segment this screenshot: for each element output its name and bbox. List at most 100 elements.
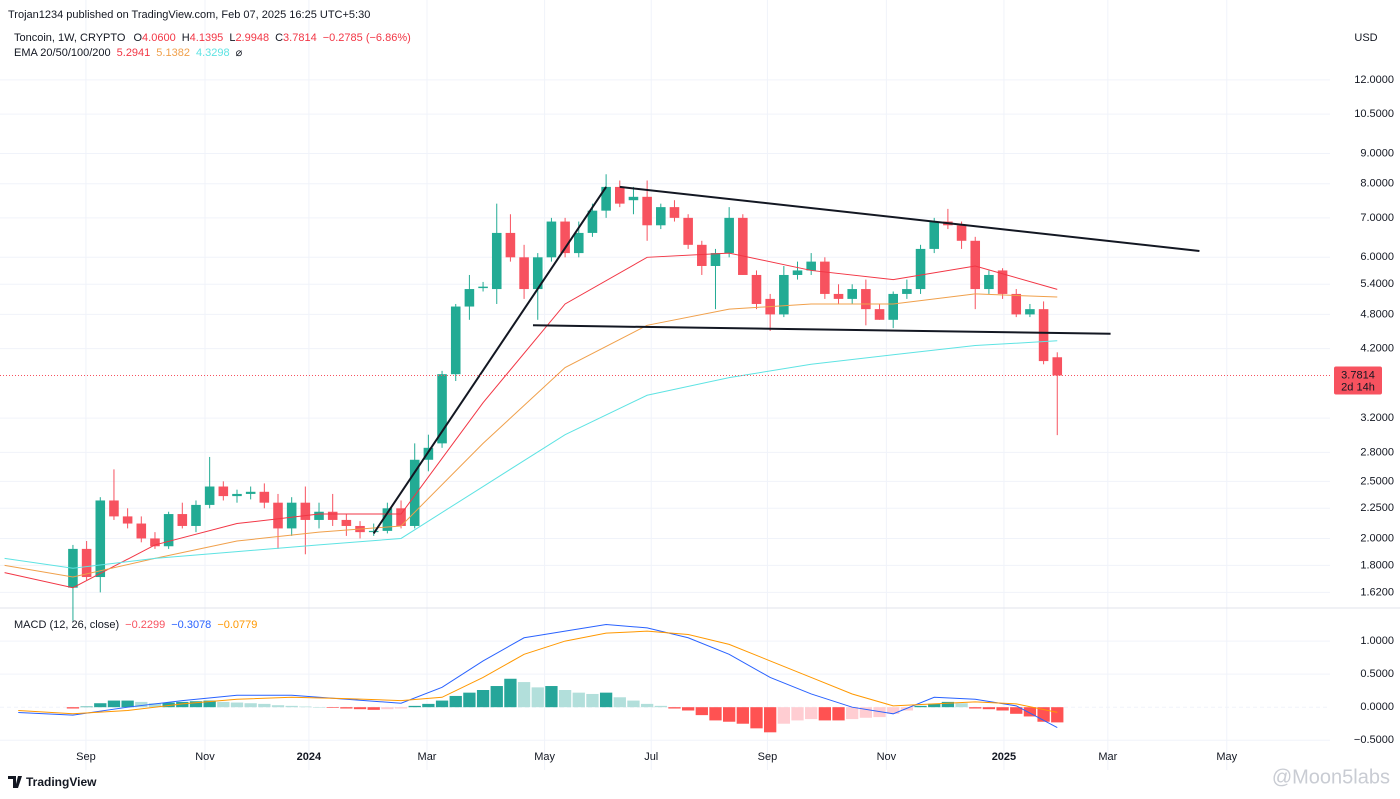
ohlc-value: 4.1395 — [190, 32, 224, 44]
histogram-bar — [135, 701, 148, 708]
histogram-bar — [832, 707, 845, 721]
histogram-bar — [996, 707, 1009, 711]
price-tag — [1334, 366, 1382, 395]
candle-body — [273, 502, 283, 529]
histogram-bar — [846, 707, 859, 720]
candle-body — [505, 232, 516, 258]
ohlc-key: L — [229, 32, 235, 44]
candle-body — [286, 502, 297, 529]
legend-value: 4.3298 — [196, 47, 230, 59]
candle-body — [204, 486, 215, 505]
legend-value: −0.3078 — [171, 619, 211, 631]
candle-body — [300, 502, 311, 520]
histogram-bar — [1010, 707, 1023, 714]
histogram-bar — [914, 705, 927, 708]
candle-body — [669, 207, 680, 218]
y-tick-label: 8.0000 — [1360, 178, 1394, 190]
trend-line — [372, 186, 607, 534]
y-tick-label: 12.0000 — [1354, 74, 1394, 86]
candle-body — [587, 210, 598, 233]
histogram-bar — [750, 707, 763, 729]
watermark: @Moon5labs — [1272, 766, 1390, 788]
candle-body — [1052, 357, 1063, 376]
x-tick-label: Sep — [76, 751, 96, 763]
candle-body — [874, 309, 885, 320]
histogram-bar — [490, 686, 503, 708]
countdown: 2d 14h — [1341, 381, 1375, 393]
candle-body — [1038, 309, 1049, 362]
histogram-bar — [887, 707, 900, 714]
ema-line — [4, 252, 1058, 589]
ema-line — [4, 340, 1058, 569]
histogram-bar — [148, 703, 162, 708]
histogram-bar — [599, 692, 613, 708]
y-tick-label: 0.0000 — [1360, 701, 1394, 713]
candle-body — [519, 257, 529, 290]
symbol-line: Toncoin, 1W, CRYPTO O4.0600 H4.1395 L2.9948… — [14, 32, 411, 44]
histogram-bar — [558, 690, 572, 708]
histogram-bar — [613, 697, 626, 708]
histogram-bar — [695, 707, 708, 716]
legend-value: −0.2299 — [125, 619, 165, 631]
histogram-bar — [244, 703, 257, 708]
histogram-bar — [162, 702, 175, 708]
candle-body — [683, 217, 693, 245]
histogram-bar — [258, 703, 271, 708]
histogram-bar — [217, 701, 230, 708]
histogram-bar — [545, 686, 558, 708]
histogram-bar — [969, 707, 982, 709]
y-tick-label: 1.8000 — [1360, 559, 1394, 571]
macd-line — [18, 624, 1058, 728]
candle-body — [122, 516, 133, 524]
x-tick-label: Jul — [644, 751, 658, 763]
candle-body — [792, 270, 803, 275]
candle-body — [341, 519, 352, 526]
plot — [0, 174, 1330, 733]
histogram-bar — [66, 707, 80, 709]
candle-body — [888, 293, 898, 320]
candle-body — [656, 207, 666, 226]
histogram-bar — [408, 705, 421, 708]
histogram-bar — [176, 701, 189, 708]
histogram-bar — [299, 706, 312, 708]
candle-body — [95, 500, 106, 578]
candle-body — [806, 261, 816, 271]
ohlc-key: C — [275, 32, 283, 44]
ohlc-key: O — [133, 32, 142, 44]
hide-icon: ⌀ — [236, 47, 243, 59]
ohlc-value: 3.7814 — [283, 32, 317, 44]
candle-body — [546, 221, 557, 258]
candle-body — [81, 548, 92, 578]
legend-value: −0.0779 — [217, 619, 257, 631]
legend-value: 5.2941 — [117, 47, 151, 59]
candle-body — [738, 217, 748, 275]
symbol: Toncoin, 1W, CRYPTO — [14, 32, 126, 44]
y-tick-label: 2.5000 — [1360, 475, 1394, 487]
x-tick-label: Sep — [758, 751, 778, 763]
y-tick-label: 2.2500 — [1360, 502, 1394, 514]
histogram-bar — [121, 700, 134, 708]
candle-body — [491, 232, 502, 290]
candle-body — [779, 274, 789, 315]
histogram-bar — [777, 707, 790, 724]
histogram-bar — [1023, 707, 1037, 717]
histogram-bar — [531, 687, 544, 708]
histogram-bar — [681, 707, 695, 711]
change: −0.2785 (−6.86%) — [323, 32, 411, 44]
candle-body — [327, 511, 338, 520]
y-tick-label: 7.0000 — [1360, 212, 1394, 224]
candle-body — [697, 244, 707, 266]
histogram-bar — [627, 700, 640, 708]
candle-body — [1025, 309, 1035, 315]
histogram-bar — [1037, 707, 1050, 722]
indicator-title: MACD (12, 26, close) — [14, 619, 119, 631]
candle-body — [601, 186, 611, 211]
candle-body — [163, 514, 174, 547]
candle-body — [218, 486, 229, 497]
x-tick-label: Mar — [418, 751, 437, 763]
footer-logo: TradingView — [8, 775, 97, 789]
logo-icon — [8, 776, 22, 788]
legend-value: 5.1382 — [156, 47, 190, 59]
histogram-bar — [463, 692, 476, 708]
ohlc-key: H — [182, 32, 190, 44]
